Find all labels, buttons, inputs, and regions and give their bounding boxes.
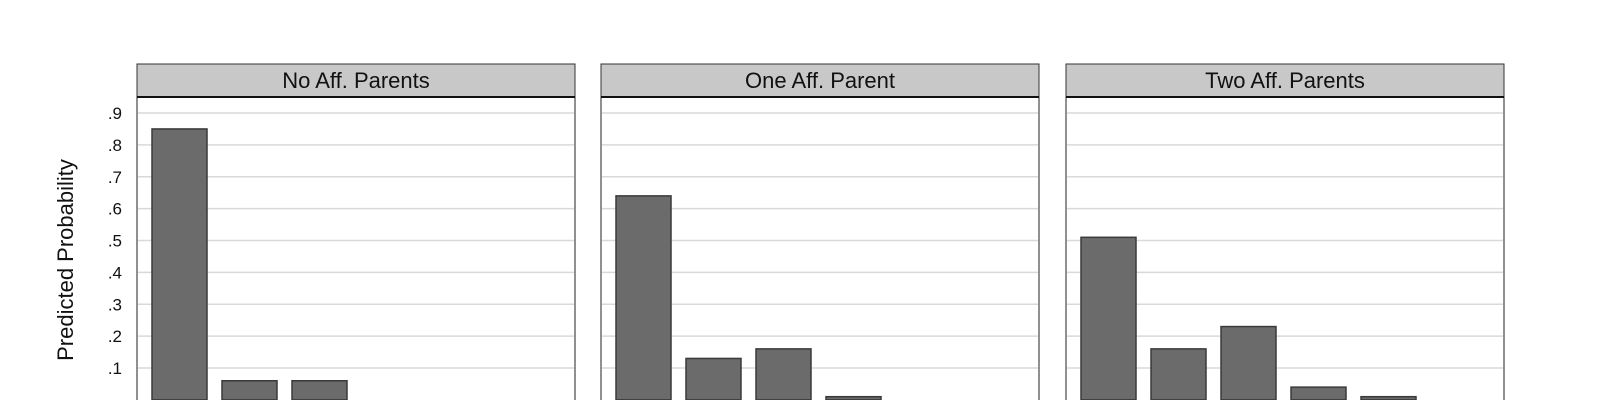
bar (755, 348, 812, 401)
y-tick-label: .9 (108, 104, 122, 123)
y-tick-label: .3 (108, 295, 122, 314)
y-tick-label: .6 (108, 200, 122, 219)
bar (1220, 325, 1277, 401)
bar (221, 380, 278, 401)
panel: One Aff. Parent (600, 63, 1040, 405)
y-tick-label: .8 (108, 136, 122, 155)
bar (1150, 348, 1207, 401)
panel: Two Aff. Parents (1065, 63, 1505, 405)
panel-strip (600, 63, 1040, 98)
bar (1080, 236, 1137, 401)
bar (1290, 386, 1347, 401)
plot-area (600, 96, 1040, 405)
y-tick-label: .4 (108, 263, 122, 282)
y-axis-label: Predicted Probability (53, 159, 78, 361)
panel-title: One Aff. Parent (745, 68, 895, 93)
panel: No Aff. Parents (136, 63, 576, 405)
y-axis-ticks: .1 .2 .3 .4 .5 .6 .7 .8 .9 (108, 104, 122, 378)
plot-area (1065, 96, 1505, 405)
y-tick-label: .2 (108, 327, 122, 346)
bar (825, 395, 882, 401)
bar (1360, 395, 1417, 401)
panel-title: No Aff. Parents (282, 68, 430, 93)
bar (151, 128, 208, 401)
y-tick-label: .1 (108, 359, 122, 378)
bar (291, 380, 348, 401)
y-tick-label: .7 (108, 168, 122, 187)
bar (685, 357, 742, 401)
panel-strip (136, 63, 576, 98)
plot-area (136, 96, 576, 405)
panel-strip (1065, 63, 1505, 98)
y-tick-label: .5 (108, 232, 122, 251)
bar (615, 195, 672, 401)
panel-title: Two Aff. Parents (1205, 68, 1365, 93)
chart-panels: No Aff. Parents One Aff. Parent Two Aff. P… (136, 63, 1505, 405)
